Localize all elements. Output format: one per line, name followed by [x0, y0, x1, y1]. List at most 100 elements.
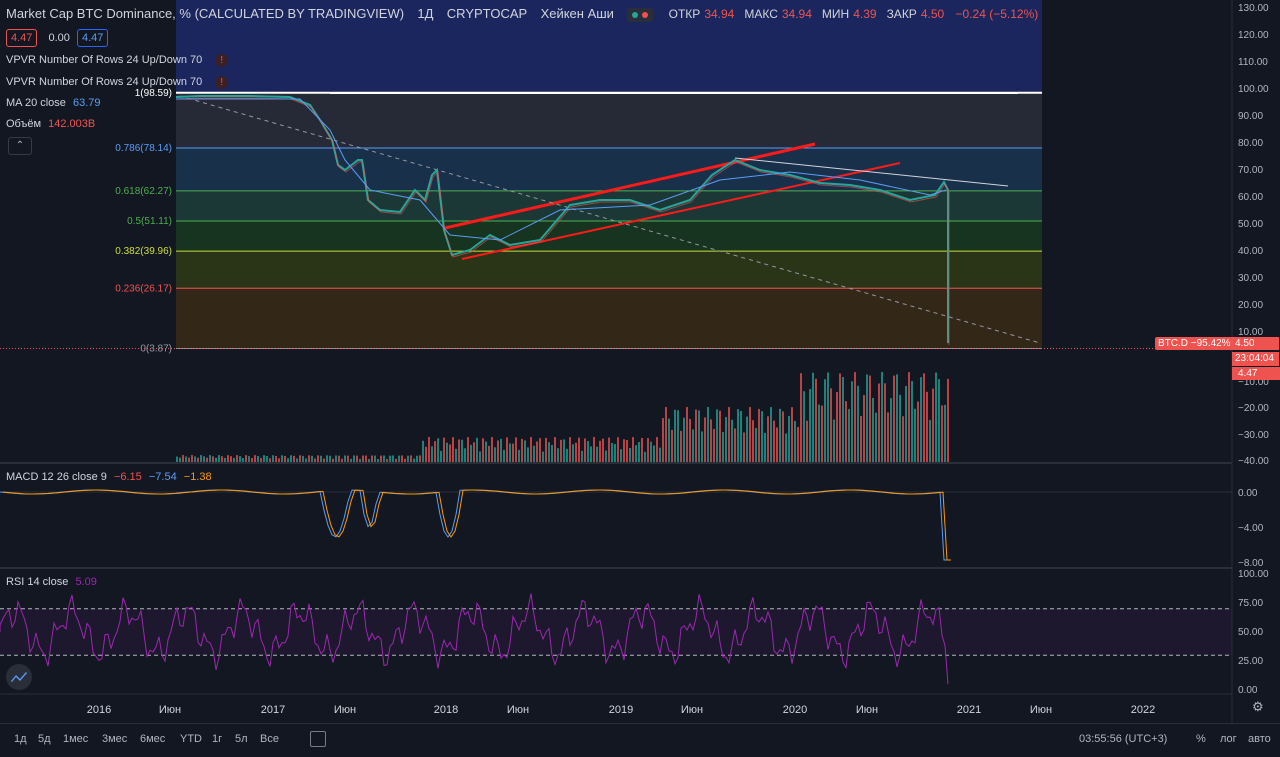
trend-line-upper[interactable]	[444, 142, 816, 230]
volume-bar	[551, 444, 553, 462]
volume-bar	[707, 407, 709, 462]
volume-bar	[491, 437, 493, 462]
sell-button[interactable]: 4.47	[6, 29, 38, 47]
indicator-macd[interactable]: MACD 12 26 close 9 −6.15 −7.54 −1.38	[6, 471, 216, 483]
percent-toggle[interactable]: %	[1196, 733, 1206, 745]
volume-bar	[323, 458, 325, 462]
volume-bar	[275, 455, 277, 462]
indicator-rsi[interactable]: RSI 14 close 5.09	[6, 576, 101, 588]
volume-bar	[308, 455, 310, 462]
range-button[interactable]: 6мес	[140, 733, 166, 745]
volume-bar	[248, 456, 250, 462]
volume-bar	[848, 409, 850, 462]
volume-bar	[770, 407, 772, 462]
volume-bar	[887, 412, 889, 462]
volume-bar	[515, 437, 517, 462]
volume-bar	[932, 388, 934, 462]
volume-bar	[644, 451, 646, 462]
volume-bar	[827, 372, 829, 462]
ohlc-value: 4.39	[853, 7, 877, 21]
resistance-line[interactable]	[734, 157, 1009, 187]
volume-bar	[758, 408, 760, 462]
warning-icon[interactable]: !	[215, 76, 229, 89]
indicator-vpvr-2[interactable]: VPVR Number Of Rows 24 Up/Down 70 !	[6, 76, 232, 89]
volume-bar	[260, 458, 262, 462]
volume-bar	[221, 456, 223, 462]
indicator-ma[interactable]: MA 20 close 63.79	[6, 97, 105, 109]
clock-label[interactable]: 03:55:56 (UTC+3)	[1079, 733, 1168, 745]
volume-bar	[518, 449, 520, 462]
dashed-trend-line[interactable]	[179, 95, 1041, 344]
buy-button[interactable]: 4.47	[76, 29, 109, 47]
time-tick: Июн	[1030, 704, 1052, 716]
warning-icon[interactable]: !	[215, 54, 229, 67]
volume-bar	[893, 375, 895, 462]
symbol-title[interactable]: Market Cap BTC Dominance, % (CALCULATED …	[6, 6, 405, 21]
volume-bar	[692, 429, 694, 462]
interval-label[interactable]: 1Д	[417, 6, 434, 21]
indicator-vpvr-1[interactable]: VPVR Number Of Rows 24 Up/Down 70 !	[6, 54, 232, 67]
range-button[interactable]: YTD	[180, 733, 202, 745]
price-tick: 40.00	[1238, 246, 1263, 257]
time-tick: 2020	[783, 704, 807, 716]
tradingview-logo[interactable]	[6, 664, 32, 690]
volume-bar	[284, 455, 286, 462]
volume-bar	[428, 437, 430, 462]
chart-canvas[interactable]: 1(98.59) 0.786(78.14) 0.618(62.27) 0.5(51.1…	[0, 0, 1280, 723]
price-tick: 70.00	[1238, 165, 1263, 176]
volume-bar	[716, 409, 718, 462]
range-button[interactable]: 5л	[235, 733, 248, 745]
range-button[interactable]: 5д	[38, 733, 51, 745]
vpvr-label: VPVR Number Of Rows 24 Up/Down 70	[6, 54, 203, 66]
volume-bar	[410, 455, 412, 462]
volume-bar	[281, 455, 283, 462]
range-button[interactable]: Все	[260, 733, 279, 745]
indicator-volume[interactable]: Объём 142.003B	[6, 118, 99, 130]
volume-bar	[578, 437, 580, 462]
volume-bar	[854, 372, 856, 462]
rsi-tick: 50.00	[1238, 627, 1263, 638]
log-toggle[interactable]: лог	[1220, 733, 1237, 745]
volume-bar	[311, 455, 313, 462]
ohlc-value: 4.50	[920, 7, 945, 21]
volume-bar	[752, 420, 754, 462]
time-tick: Июн	[334, 704, 356, 716]
volume-bar	[203, 456, 205, 462]
volume-bar	[785, 433, 787, 462]
volume-bar	[941, 405, 943, 462]
range-button[interactable]: 1мес	[63, 733, 89, 745]
volume-bar	[686, 407, 688, 462]
volume-bar	[788, 415, 790, 462]
range-button[interactable]: 3мес	[102, 733, 128, 745]
volume-bar	[929, 419, 931, 462]
volume-bar	[668, 418, 670, 462]
range-button[interactable]: 1д	[14, 733, 27, 745]
date-range-icon[interactable]	[310, 731, 326, 747]
volume-bar	[449, 444, 451, 462]
volume-bar	[734, 428, 736, 462]
range-button[interactable]: 1г	[212, 733, 223, 745]
macd-label: MACD 12 26 close 9	[6, 471, 107, 483]
volume-bar	[314, 458, 316, 462]
volume-bar	[473, 442, 475, 462]
volume-tick: −40.00	[1238, 456, 1269, 467]
auto-toggle[interactable]: авто	[1248, 733, 1271, 745]
chart-header: Market Cap BTC Dominance, % (CALCULATED …	[6, 6, 1042, 22]
price-tick: 30.00	[1238, 273, 1263, 284]
collapse-legend-button[interactable]: ⌃	[8, 137, 32, 155]
volume-bar	[860, 415, 862, 462]
fib-level-label: 0.618(62.27)	[115, 186, 172, 197]
rsi-tick: 75.00	[1238, 598, 1263, 609]
price-tick: 80.00	[1238, 138, 1263, 149]
fib-level-label: 1(98.59)	[135, 88, 172, 99]
volume-bar	[911, 381, 913, 462]
volume-bar	[239, 456, 241, 462]
volume-bar	[560, 439, 562, 462]
volume-bar	[587, 441, 589, 462]
volume-bar	[299, 455, 301, 462]
settings-gear-icon[interactable]: ⚙	[1252, 699, 1264, 714]
status-dots-icon[interactable]	[627, 7, 654, 22]
volume-bar	[656, 437, 658, 462]
volume-bar	[809, 389, 811, 462]
volume-bar	[842, 377, 844, 462]
